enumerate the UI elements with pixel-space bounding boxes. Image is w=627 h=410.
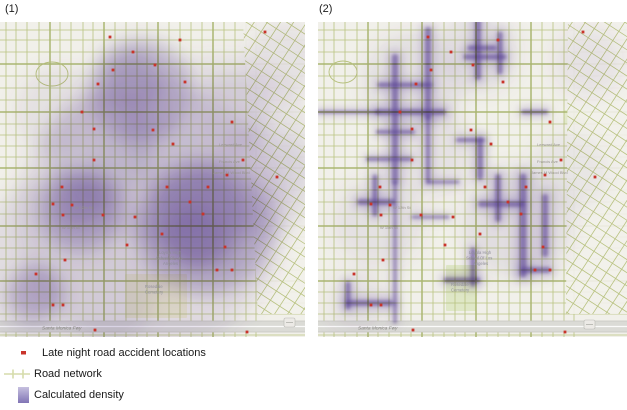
legend-label-calculated-density: Calculated density: [34, 389, 124, 401]
loop-road: [328, 60, 358, 84]
accident-point-icon: [21, 351, 26, 355]
svg-text:Leeward Ave: Leeward Ave: [219, 142, 243, 147]
svg-text:W 15th St: W 15th St: [62, 225, 80, 230]
panel-label-2: (2): [319, 3, 333, 15]
legend-item-accident-locations: Late night road accident locations: [4, 344, 206, 362]
accident-points: [34, 30, 279, 334]
accident-points: [352, 30, 597, 334]
svg-text:Loyola High: Loyola High: [159, 250, 182, 255]
density-swatch-icon: [18, 387, 29, 403]
svg-text:Francis Ave: Francis Ave: [219, 159, 241, 164]
svg-text:W 12th St: W 12th St: [75, 205, 93, 210]
legend: Late night road accident locations Road …: [4, 344, 206, 407]
svg-text:Angeles: Angeles: [473, 261, 488, 266]
svg-text:Leeward Ave: Leeward Ave: [537, 142, 561, 147]
svg-text:Rosedale: Rosedale: [451, 282, 469, 287]
svg-text:W 12th St: W 12th St: [393, 205, 411, 210]
svg-text:Santa Monica Fwy: Santa Monica Fwy: [42, 326, 82, 332]
svg-text:Cemetery: Cemetery: [451, 288, 470, 293]
svg-text:School Of Los: School Of Los: [156, 256, 182, 261]
legend-label-accidents: Late night road accident locations: [42, 347, 206, 359]
svg-text:Santa Monica Fwy: Santa Monica Fwy: [358, 326, 398, 332]
network-density-layer: [318, 22, 623, 332]
svg-text:Rosedale: Rosedale: [145, 284, 163, 289]
svg-text:School Of Los: School Of Los: [466, 256, 492, 261]
svg-text:Francis Ave: Francis Ave: [537, 159, 559, 164]
planar-density-layer: [0, 22, 305, 337]
svg-text:W 15th St: W 15th St: [380, 225, 398, 230]
svg-text:Angeles: Angeles: [163, 261, 178, 266]
basemap-logo: [583, 319, 596, 330]
legend-item-road-network: Road network: [4, 365, 206, 383]
svg-text:James M Wood Blvd: James M Wood Blvd: [531, 170, 568, 175]
road-line-icon: [4, 369, 30, 379]
svg-text:Cemetery: Cemetery: [145, 290, 164, 295]
legend-item-calculated-density: Calculated density: [4, 386, 206, 404]
legend-label-road-network: Road network: [34, 368, 102, 380]
basemap-logo: [283, 317, 296, 328]
svg-text:James M Wood Blvd: James M Wood Blvd: [213, 170, 250, 175]
svg-text:Loyola High: Loyola High: [469, 250, 492, 255]
panel-label-1: (1): [5, 3, 19, 15]
